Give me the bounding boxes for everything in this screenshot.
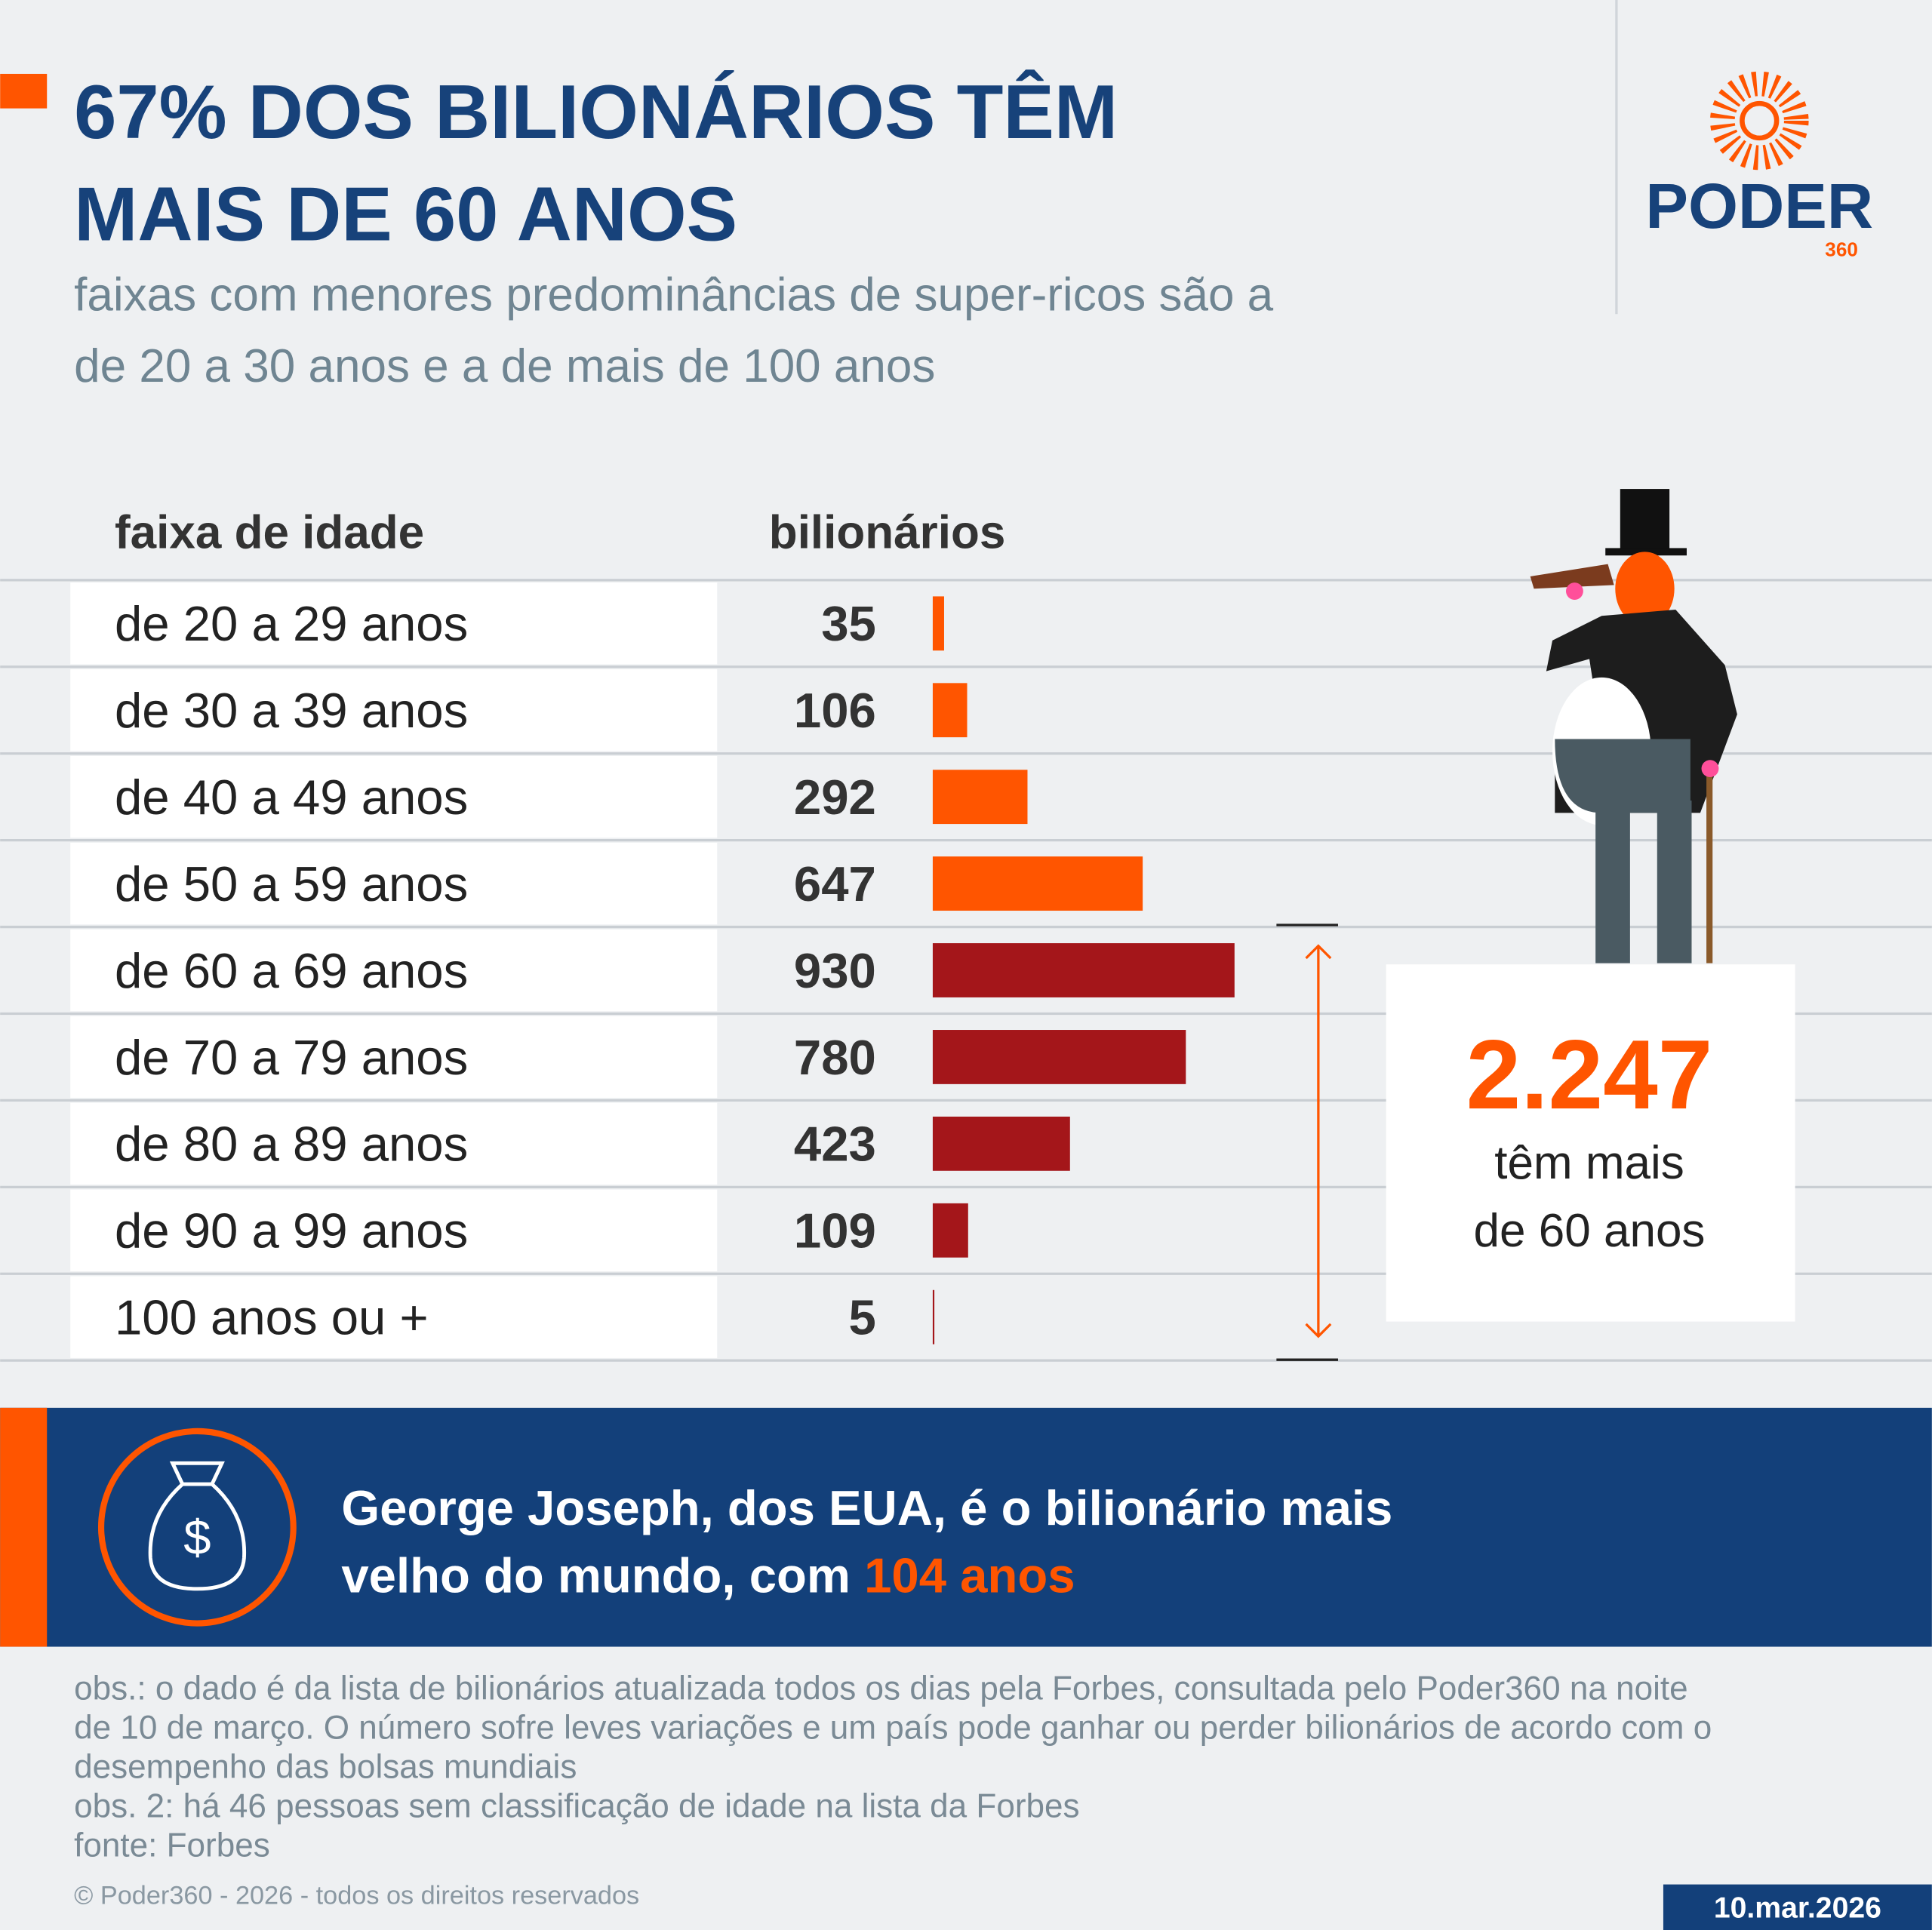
dollar-sign: $ [183,1510,211,1565]
title: MAIS DE 60 ANOS [74,171,737,257]
banner-text-part: velho do mundo, com [341,1548,851,1603]
date-box [1663,1884,1932,1930]
logo-sun [1709,71,1809,171]
subtitle: de 20 a 30 anos e a de mais de 100 anos [74,340,935,392]
highlight-text: de 60 anos [1474,1205,1706,1257]
row-bg [70,1016,718,1099]
value-label: 423 [794,1117,876,1172]
category-label: de 70 a 79 anos [115,1030,468,1085]
highlight-text: têm mais [1494,1137,1684,1189]
bracket [1276,924,1338,1361]
money-icon [97,1428,297,1627]
highlight-box [1386,964,1795,1322]
date: 10.mar.2026 [1714,1892,1881,1925]
value-label: 930 [794,943,876,998]
row-bg [70,842,718,925]
bar [932,770,1028,825]
value-label: 35 [821,596,876,651]
value-label: 106 [794,683,876,738]
bar [932,943,1235,997]
logo: PODER [1645,170,1873,241]
category-label: 100 anos ou + [115,1290,429,1345]
row-bg [70,1276,718,1358]
category-label: de 30 a 39 anos [115,683,468,738]
row-bg [70,755,718,838]
category-label: de 90 a 99 anos [115,1203,468,1258]
note: obs. 2: há 46 pessoas sem classificação … [74,1787,1079,1824]
bar [932,1289,935,1345]
note: de 10 de março. O número sofre leves var… [74,1710,1712,1747]
note: obs.: o dado é da lista de bilionários a… [74,1670,1688,1707]
highlight-value: 2.247 [1466,1019,1713,1129]
value-label: 780 [794,1030,876,1085]
row-bg [70,582,718,665]
column-header: faixa de idade [115,506,424,558]
category-label: de 80 a 89 anos [115,1117,468,1172]
subtitle: faixas com menores predominâncias de sup… [74,269,1274,321]
category-label: de 60 a 69 anos [115,943,468,998]
category-label: de 20 a 29 anos [115,596,468,651]
banner-emphasis: 104 anos [864,1548,1075,1603]
bar [932,1116,1070,1171]
title: 67% DOS BILIONÁRIOS TÊM [74,69,1118,155]
value-label: 647 [794,856,876,911]
bar [932,1030,1186,1084]
value-label: 109 [794,1203,876,1258]
row-bg [70,669,718,751]
illustration [1530,489,1737,963]
category-label: de 40 a 49 anos [115,770,468,825]
column-header: bilionários [769,506,1006,558]
value-label: 5 [849,1290,876,1345]
logo-sub: 360 [1825,238,1858,261]
bar [932,856,1143,911]
bar [932,596,944,651]
row-bg [70,1189,718,1271]
accent-tab [0,73,48,109]
note: desempenho das bolsas mundiais [74,1749,577,1786]
row-bg [70,1102,718,1185]
note: fonte: Forbes [74,1827,270,1864]
banner-accent [0,1407,48,1647]
bar [932,1203,968,1258]
banner-text: velho do mundo, com 104 anos [341,1548,1075,1603]
bar [932,683,968,738]
banner-text: George Joseph, dos EUA, é o bilionário m… [341,1480,1392,1535]
copyright: © Poder360 - 2026 - todos os direitos re… [74,1882,639,1910]
category-label: de 50 a 59 anos [115,856,468,911]
row-bg [70,929,718,1012]
banner [0,1407,1932,1647]
value-label: 292 [794,770,876,825]
